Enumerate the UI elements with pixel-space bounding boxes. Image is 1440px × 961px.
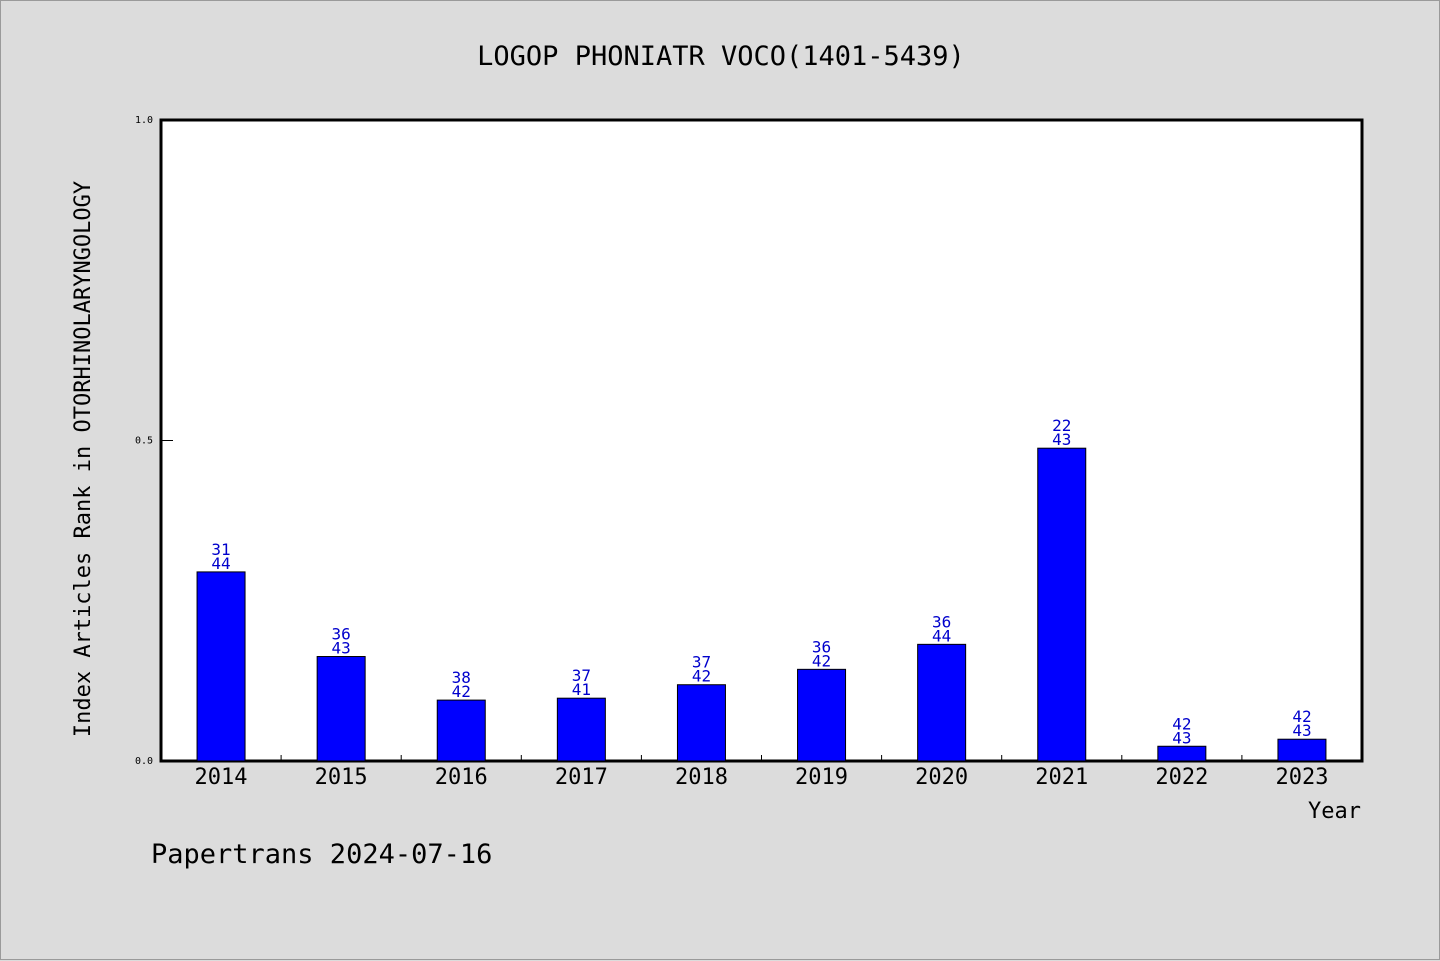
bar-2016 bbox=[436, 699, 486, 762]
bar-rank-label: 36 bbox=[812, 637, 831, 656]
bar-2021 bbox=[1037, 447, 1087, 762]
plot-area bbox=[159, 118, 1364, 763]
bar-total-label: 43 bbox=[1052, 430, 1071, 449]
x-tick-label: 2015 bbox=[315, 765, 368, 790]
bar-rank-label: 36 bbox=[932, 612, 951, 631]
bar-2020 bbox=[917, 643, 967, 762]
x-tick-label: 2018 bbox=[675, 765, 728, 790]
bar-rank-label: 37 bbox=[692, 653, 711, 672]
bar-rank-label: 42 bbox=[1172, 714, 1191, 733]
footer-credit: Papertrans 2024-07-16 bbox=[151, 839, 492, 870]
bar-total-label: 43 bbox=[332, 639, 351, 658]
x-tick-label: 2021 bbox=[1035, 765, 1088, 790]
bar-total-label: 41 bbox=[572, 680, 591, 699]
bar-rank-label: 31 bbox=[211, 540, 230, 559]
y-tick-label: 0.5 bbox=[135, 436, 153, 447]
x-tick-label: 2020 bbox=[915, 765, 968, 790]
x-tick-label: 2023 bbox=[1275, 765, 1328, 790]
bar-rank-label: 37 bbox=[572, 666, 591, 685]
bar-rank-label: 38 bbox=[452, 668, 471, 687]
x-tick-label: 2019 bbox=[795, 765, 848, 790]
bar-series bbox=[196, 447, 1327, 762]
bar-2023 bbox=[1277, 738, 1327, 762]
bar-2019 bbox=[797, 668, 847, 762]
bar-total-label: 43 bbox=[1172, 728, 1191, 747]
x-tick-label: 2017 bbox=[555, 765, 608, 790]
x-axis-label: Year bbox=[1308, 799, 1361, 824]
bar-rank-label: 36 bbox=[332, 625, 351, 644]
bar-total-label: 42 bbox=[692, 667, 711, 686]
bar-total-label: 42 bbox=[812, 651, 831, 670]
bar-rank-label: 42 bbox=[1292, 707, 1311, 726]
chart-title: LOGOP PHONIATR VOCO(1401-5439) bbox=[477, 41, 965, 72]
bar-total-label: 42 bbox=[452, 682, 471, 701]
bar-total-label: 44 bbox=[211, 554, 230, 573]
x-tick-label: 2014 bbox=[195, 765, 248, 790]
bar-2018 bbox=[676, 684, 726, 762]
y-axis-label: Index Articles Rank in OTORHINOLARYNGOLO… bbox=[71, 181, 96, 737]
bar-2014 bbox=[196, 571, 246, 762]
bar-total-label: 43 bbox=[1292, 721, 1311, 740]
y-axis: 0.0 0.5 1.0 bbox=[135, 115, 173, 767]
y-tick-label: 0.0 bbox=[135, 756, 153, 767]
bar-total-label: 44 bbox=[932, 626, 951, 645]
y-tick-label: 1.0 bbox=[135, 115, 153, 126]
x-tick-label: 2016 bbox=[435, 765, 488, 790]
bar-2017 bbox=[556, 697, 606, 762]
bar-2022 bbox=[1157, 745, 1207, 762]
x-axis: 2014 2015 2016 2017 2018 2019 2020 2021 2022 2023 bbox=[195, 755, 1328, 790]
bar-2015 bbox=[316, 656, 366, 762]
x-tick-label: 2022 bbox=[1155, 765, 1208, 790]
bar-rank-label: 22 bbox=[1052, 416, 1071, 435]
